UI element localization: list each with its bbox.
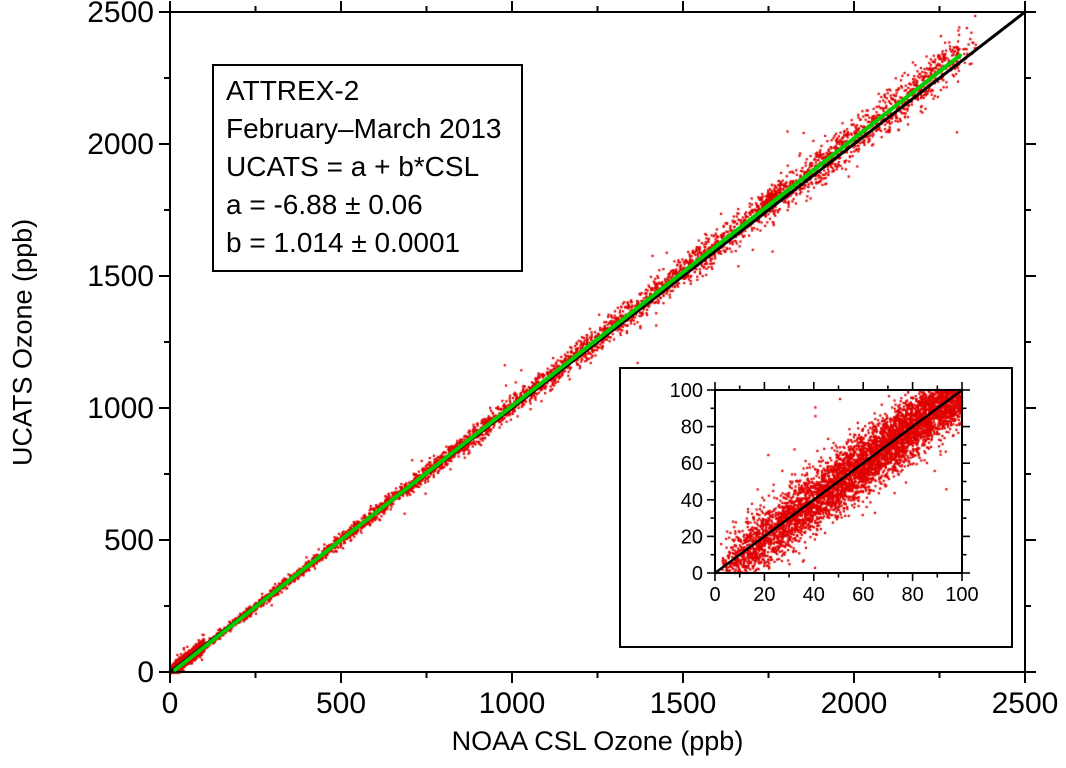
tick-label: 20 xyxy=(753,584,775,606)
tick-label: 1000 xyxy=(479,687,546,720)
fit-line xyxy=(173,53,963,672)
annotation-line-a: a = -6.88 ± 0.06 xyxy=(226,189,423,220)
inset-outer-box xyxy=(619,367,1013,648)
tick-label: 500 xyxy=(104,524,154,557)
y-axis-title: UCATS Ozone (ppb) xyxy=(7,218,38,466)
annotation-line-campaign: ATTREX-2 xyxy=(226,75,360,106)
tick-label: 2500 xyxy=(992,687,1059,720)
tick-label: 1500 xyxy=(650,687,717,720)
tick-label: 1000 xyxy=(87,392,154,425)
tick-label: 0 xyxy=(709,584,720,606)
tick-label: 2500 xyxy=(87,0,154,29)
tick-label: 60 xyxy=(852,584,874,606)
tick-label: 40 xyxy=(803,584,825,606)
tick-label: 2000 xyxy=(87,128,154,161)
inset-identity-line xyxy=(714,388,963,575)
tick-label: 1500 xyxy=(87,260,154,293)
tick-label: 500 xyxy=(316,687,366,720)
tick-label: 0 xyxy=(692,563,703,585)
tick-label: 40 xyxy=(681,490,703,512)
tick-label: 100 xyxy=(945,584,978,606)
tick-label: 100 xyxy=(670,380,703,402)
tick-label: 80 xyxy=(681,417,703,439)
tick-label: 60 xyxy=(681,453,703,475)
legend-annotation-box: ATTREX-2 February–March 2013 UCATS = a +… xyxy=(212,64,524,272)
annotation-line-dates: February–March 2013 xyxy=(226,113,502,144)
tick-label: 0 xyxy=(162,687,179,720)
tick-label: 80 xyxy=(901,584,923,606)
inset-axis-ticks: 0 20 40 60 80 100 0 20 40 60 80 100 xyxy=(670,380,979,606)
tick-label: 2000 xyxy=(821,687,888,720)
tick-label: 20 xyxy=(681,526,703,548)
annotation-line-b: b = 1.014 ± 0.0001 xyxy=(226,227,461,258)
tick-label: 0 xyxy=(137,656,154,689)
annotation-line-equation: UCATS = a + b*CSL xyxy=(226,151,480,182)
x-axis-title: NOAA CSL Ozone (ppb) xyxy=(451,726,744,756)
